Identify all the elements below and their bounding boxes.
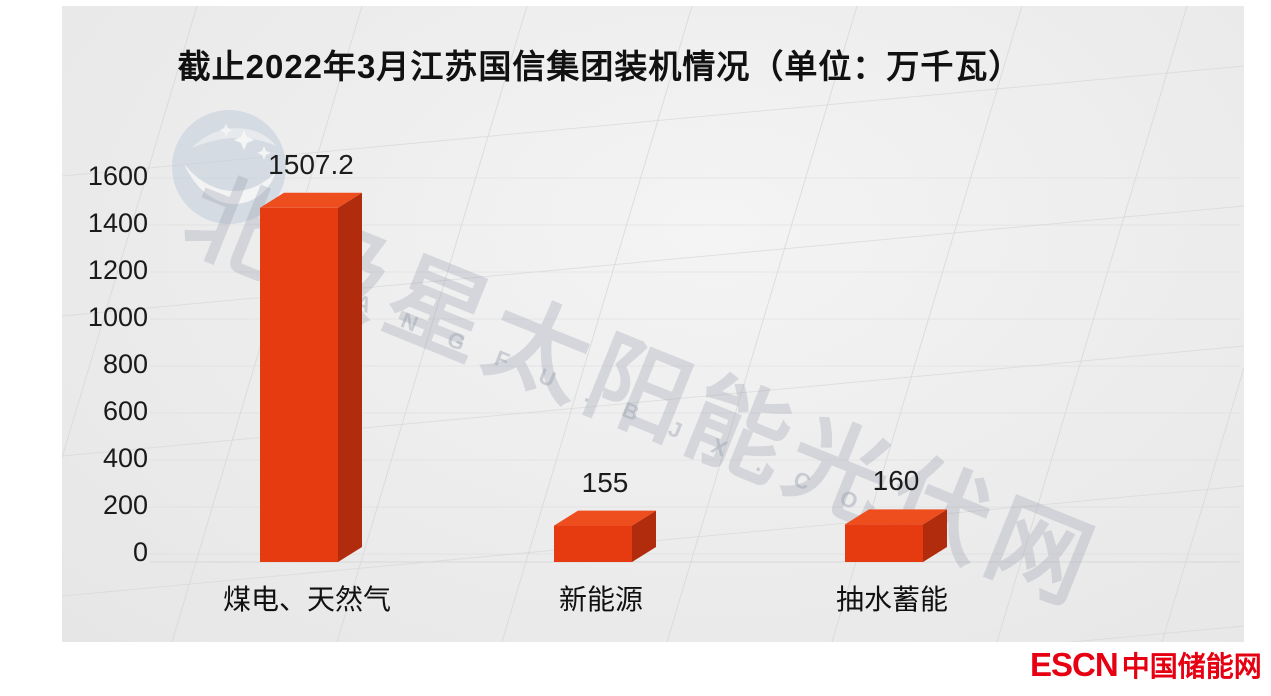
y-axis-tick-label: 0 (132, 537, 148, 567)
y-axis-tick-label: 1000 (87, 302, 148, 332)
bar-煤电、天然气 (260, 192, 362, 563)
x-axis-category-label: 煤电、天然气 (222, 584, 391, 615)
chart-area: 北极星太阳能光伏网 GUANGFU.BJX.COM 截止2022年3月江苏国信集… (62, 6, 1244, 642)
x-axis-category-label: 新能源 (558, 584, 643, 615)
y-axis: 1600 1400 1200 1000 800 600 400 200 0 (62, 6, 150, 642)
escn-logo-cn-text: 中国储能网 (1121, 651, 1262, 682)
bar-value-label: 1507.2 (268, 148, 354, 180)
y-axis-tick-label: 200 (102, 490, 148, 520)
escn-logo: ESCN 中国储能网 (1030, 645, 1262, 685)
bar-value-label: 160 (872, 465, 920, 497)
escn-logo-text: ESCN (1030, 646, 1119, 683)
y-axis-tick-label: 600 (102, 396, 148, 426)
bars-plot (260, 192, 947, 563)
bar-抽水蓄能 (845, 509, 947, 562)
y-axis-tick-label: 1400 (87, 208, 148, 238)
plot-labels: 1507.2 煤电、天然气 155 新能源 160 抽水蓄能 (62, 6, 1244, 642)
chart-title: 截止2022年3月江苏国信集团装机情况（单位：万千瓦） (177, 48, 1023, 85)
y-axis-tick-label: 1200 (87, 255, 148, 285)
y-axis-tick-label: 800 (102, 349, 148, 379)
bar-value-label: 155 (581, 466, 629, 498)
y-axis-tick-label: 400 (102, 443, 148, 473)
x-axis-category-label: 抽水蓄能 (835, 584, 948, 615)
bar-新能源 (554, 510, 656, 562)
y-axis-tick-label: 1600 (87, 161, 148, 191)
